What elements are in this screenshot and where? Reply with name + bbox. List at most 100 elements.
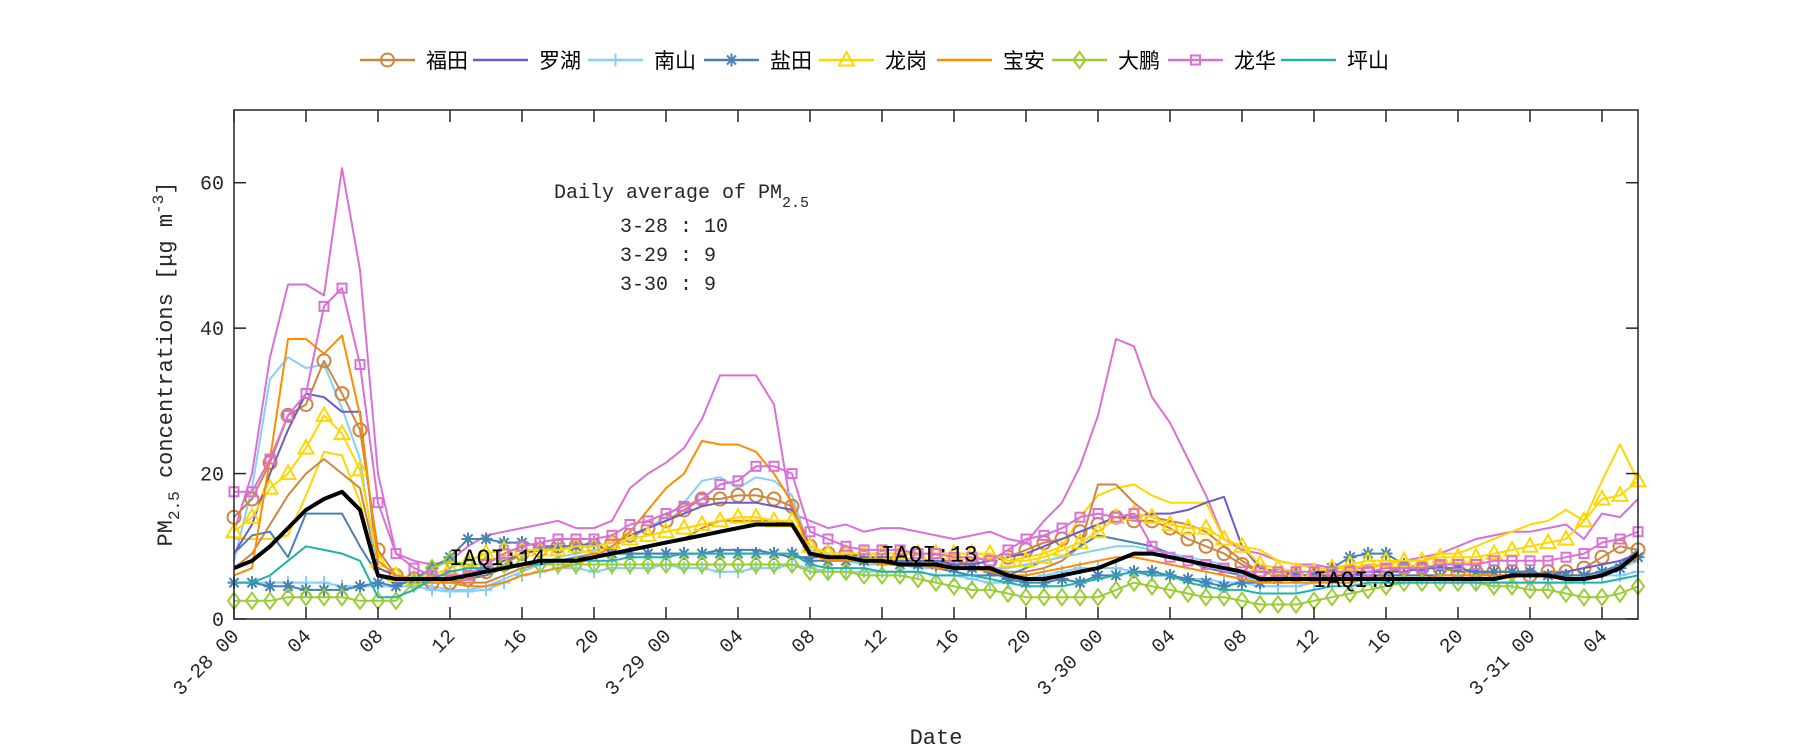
legend-item-盐田[interactable]: 盐田 [704,49,812,73]
daily-average-line: 3-28 : 10 [620,216,728,239]
legend-triangle-icon [837,49,856,67]
legend-label: 罗湖 [539,49,581,73]
iaqi-label: IAQI:9 [1313,568,1396,594]
iaqi-label: IAQI:14 [449,546,546,572]
square-marker [408,562,420,574]
legend-circle-icon [380,52,395,68]
diamond-marker [316,587,332,607]
square-marker [1614,533,1626,545]
triangle-marker [620,528,640,546]
triangle-marker [674,518,694,535]
plus-marker [443,584,457,598]
asterisk-marker [1487,565,1501,579]
asterisk-marker [461,532,475,546]
diamond-marker [1486,576,1502,596]
square-marker [1128,508,1140,520]
diamond-marker [280,587,296,607]
square-marker [1272,566,1284,578]
triangle-marker [1430,547,1450,564]
square-marker [678,500,690,512]
legend-item-龙岗[interactable]: 龙岗 [819,49,927,73]
legend-item-福田[interactable]: 福田 [360,49,468,73]
triangle-marker [1142,507,1162,524]
triangle-marker [1412,550,1432,568]
triangle-marker [1016,550,1036,568]
average-series-line [233,489,1640,581]
triangle-marker [1160,514,1180,531]
square-marker [516,540,528,552]
legend-item-龙华[interactable]: 龙华 [1168,49,1276,73]
asterisk-marker [281,579,295,593]
circle-marker [712,491,728,507]
square-marker [1146,540,1158,552]
triangle-marker [440,558,460,575]
triangle-marker [1556,528,1576,546]
legend-item-坪山[interactable]: 坪山 [1281,49,1389,73]
triangle-marker [1394,550,1414,568]
diamond-marker [784,554,800,575]
square-marker [840,540,852,552]
x-axis-label: Date [910,726,963,750]
square-marker [1362,566,1374,578]
diamond-marker [1594,587,1610,607]
diamond-marker [1378,576,1394,596]
diamond-marker [1540,580,1556,600]
square-marker [318,300,330,312]
asterisk-marker [1235,576,1249,590]
asterisk-marker [353,579,367,593]
square-marker [624,518,636,530]
square-marker [660,508,672,520]
circle-marker [1216,546,1232,562]
square-marker [1308,566,1320,578]
daily-average-line: 3-30 : 9 [620,274,716,297]
square-marker [1434,558,1446,570]
square-marker [498,548,510,560]
legend-diamond-icon [1072,50,1087,70]
asterisk-marker [443,550,457,564]
asterisk-marker [803,554,817,568]
triangle-marker [1340,554,1360,571]
triangle-marker [296,438,316,455]
triangle-marker [1070,532,1090,550]
diamond-marker [1558,583,1574,604]
diamond-marker [496,554,512,575]
y-axis-label: PM2.5 concentrations [μg m-3] [150,182,184,547]
asterisk-marker [1559,568,1573,582]
diamond-marker [964,580,980,600]
diamond-marker [244,591,260,611]
diamond-marker [622,554,638,575]
y-tick-label: 40 [200,319,224,342]
asterisk-marker [1523,565,1537,579]
square-marker [606,529,618,541]
legend-item-南山[interactable]: 南山 [588,49,696,73]
y-tick-label: 20 [200,465,224,488]
diamond-marker [856,565,872,586]
legend-item-宝安[interactable]: 宝安 [937,49,1045,73]
legend-item-罗湖[interactable]: 罗湖 [473,49,581,73]
diamond-marker [1324,587,1340,607]
asterisk-marker [1001,572,1015,586]
diamond-marker [694,554,710,575]
asterisk-marker [1505,565,1519,579]
diamond-marker [748,554,764,575]
square-marker [1542,555,1554,567]
diamond-marker [1018,587,1034,607]
triangle-marker [1484,543,1504,561]
square-marker [1074,511,1086,523]
daily-average-line: 3-29 : 9 [620,245,716,268]
legend-item-大鹏[interactable]: 大鹏 [1052,49,1160,73]
triangle-marker [998,550,1018,568]
square-marker [300,388,312,400]
legend-label: 南山 [654,49,696,73]
triangle-marker [1196,518,1216,535]
triangle-marker [350,459,370,477]
asterisk-marker [479,532,493,546]
asterisk-marker [1181,572,1195,586]
legend-label: 宝安 [1003,49,1045,73]
square-marker [1596,537,1608,549]
square-marker [1110,511,1122,523]
triangle-marker [1034,547,1054,564]
diamond-marker [1072,587,1088,607]
square-marker [948,551,960,563]
